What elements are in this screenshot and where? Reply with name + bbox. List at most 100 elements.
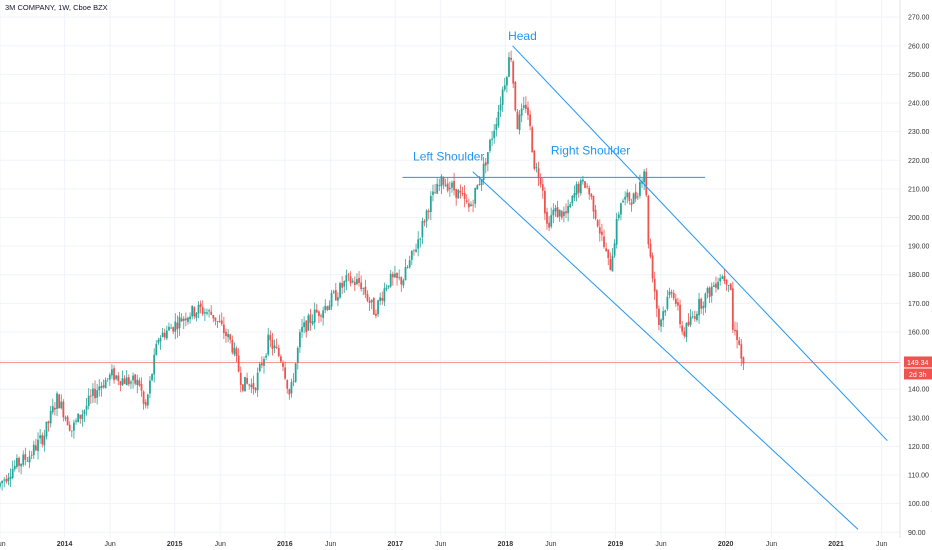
x-tick-label: 2017 — [387, 541, 403, 548]
candle-up — [457, 189, 460, 199]
candle-up — [389, 273, 392, 287]
candle-down — [465, 200, 468, 202]
candle-up — [111, 369, 113, 376]
candle-down — [275, 347, 278, 348]
candle-up — [474, 188, 477, 204]
annotation-label[interactable]: Head — [508, 29, 537, 43]
candle-down — [284, 367, 287, 379]
candle-down — [700, 298, 703, 309]
x-tick-label: 2018 — [498, 541, 514, 548]
candle-down — [516, 111, 519, 129]
x-tick-label: 2016 — [277, 541, 293, 548]
candle-down — [246, 377, 249, 384]
candle-down — [683, 331, 686, 336]
candle-down — [601, 231, 603, 235]
candle-up — [622, 200, 624, 203]
candle-up — [108, 374, 111, 380]
candle-up — [495, 124, 498, 130]
annotation-label[interactable]: Right Shoulder — [551, 144, 630, 158]
candle-up — [685, 323, 688, 338]
candle-up — [151, 374, 153, 381]
candle-down — [658, 308, 660, 325]
candle-up — [77, 413, 80, 423]
y-tick-label: 210.00 — [908, 186, 930, 193]
candle-down — [375, 313, 377, 316]
countdown-badge — [904, 368, 932, 380]
candle-down — [35, 445, 37, 451]
x-tick-label: 2020 — [718, 541, 734, 548]
candle-down — [527, 107, 529, 116]
candle-up — [571, 195, 574, 204]
candle-up — [11, 468, 14, 478]
candle-down — [588, 187, 591, 195]
candle-up — [178, 316, 181, 329]
candle-down — [117, 375, 120, 381]
candle-up — [408, 260, 411, 268]
candle-up — [535, 167, 538, 168]
annotation-label[interactable]: Left Shoulder — [413, 149, 484, 163]
candle-down — [229, 334, 232, 340]
symbol-title: 3M COMPANY, 1W, Cboe BZX — [5, 3, 108, 12]
candle-down — [123, 378, 126, 384]
candle-up — [174, 321, 177, 332]
channel-lower-line[interactable] — [472, 171, 859, 530]
candle-up — [301, 326, 303, 332]
candle-down — [630, 202, 633, 205]
candle-up — [717, 281, 719, 290]
candle-up — [159, 338, 162, 342]
candle-down — [360, 282, 363, 290]
candle-up — [313, 309, 316, 323]
candle-up — [0, 482, 1, 487]
candle-up — [493, 130, 496, 139]
candle-up — [499, 104, 502, 111]
candle-down — [577, 183, 580, 193]
candle-up — [3, 479, 6, 481]
candle-down — [453, 180, 455, 191]
candle-down — [423, 221, 426, 223]
candle-up — [115, 375, 118, 379]
candle-up — [704, 293, 707, 308]
candle-down — [533, 150, 536, 169]
candle-down — [41, 435, 44, 445]
candle-up — [258, 363, 261, 372]
candle-up — [615, 218, 618, 245]
candle-down — [609, 259, 612, 270]
candle-up — [298, 332, 301, 348]
candle-down — [653, 278, 656, 292]
candle-down — [738, 340, 741, 345]
candle-up — [573, 193, 576, 198]
price-axis[interactable]: 90.00100.00110.00120.00130.00140.00150.0… — [908, 15, 930, 537]
candle-up — [691, 316, 694, 318]
candle-up — [92, 388, 94, 396]
candle-down — [463, 192, 466, 200]
candle-up — [438, 185, 441, 187]
candle-up — [611, 255, 614, 272]
candle-up — [73, 422, 75, 431]
candle-down — [282, 362, 284, 367]
candle-up — [45, 421, 48, 437]
candle-up — [575, 184, 578, 195]
x-tick-label: Jun — [215, 541, 226, 548]
candlestick-series — [0, 50, 745, 491]
candle-down — [239, 372, 242, 385]
candle-up — [146, 394, 149, 406]
candle-down — [286, 380, 289, 389]
candle-down — [193, 307, 196, 317]
candle-down — [687, 321, 690, 326]
channel-upper-line[interactable] — [512, 45, 888, 442]
candle-down — [586, 186, 589, 188]
candle-up — [419, 238, 422, 240]
x-tick-label: Jun — [766, 541, 777, 548]
candle-up — [505, 77, 508, 86]
candle-up — [197, 305, 200, 314]
candle-down — [237, 355, 240, 372]
candle-up — [636, 196, 639, 198]
candle-down — [649, 243, 652, 257]
time-axis[interactable]: Jun 2014 Jun 2015 Jun 2016 Jun 2017 Jun 2018 Jun 20… — [0, 541, 887, 548]
candle-down — [66, 416, 69, 426]
candle-up — [436, 183, 439, 194]
candle-up — [503, 85, 506, 90]
candle-down — [603, 236, 605, 247]
candle-up — [64, 417, 67, 419]
